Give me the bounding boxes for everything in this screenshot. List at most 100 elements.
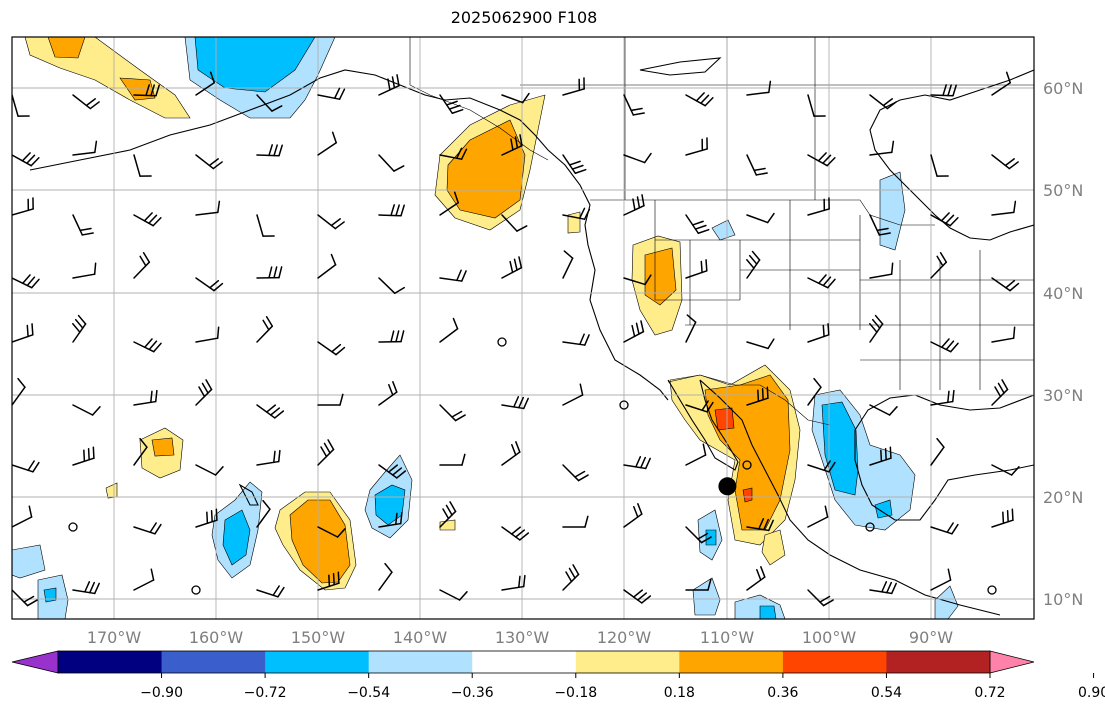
- wind-barb: [12, 589, 38, 607]
- colorbar-outline: [57, 650, 991, 674]
- wind-barb: [562, 250, 574, 279]
- wind-barb: [195, 154, 223, 170]
- wind-barb: [930, 84, 957, 97]
- wind-barb: [987, 585, 997, 595]
- x-tick-label: 160°W: [189, 628, 244, 647]
- wind-barb: [195, 277, 224, 292]
- colorbar-segment: [679, 651, 784, 673]
- wind-barb: [807, 274, 836, 289]
- y-tick-label: 30°N: [1043, 386, 1083, 405]
- x-tick-label: 150°W: [291, 628, 346, 647]
- wind-barb: [378, 277, 406, 295]
- wind-barb: [501, 441, 521, 466]
- wind-barb: [746, 154, 768, 176]
- contour-positive-small-2: [567, 211, 581, 234]
- wind-barb: [72, 262, 97, 279]
- wind-barb: [991, 154, 1019, 170]
- colorbar-segment: [886, 651, 991, 673]
- wind-barb: [623, 152, 652, 164]
- colorbar-tick-label: 0.72: [974, 685, 1005, 701]
- coastline-alaska-peninsula: [29, 69, 669, 401]
- x-tick-label: 110°W: [700, 628, 755, 647]
- colorbar-segment: [265, 651, 370, 673]
- wind-barb: [869, 404, 898, 416]
- colorbar-tick-label: −0.72: [244, 685, 287, 701]
- wind-barb: [807, 460, 836, 473]
- wind-barb: [72, 140, 98, 156]
- coastline-hudson-islands: [639, 57, 722, 76]
- colorbar-tick-label: 0.90: [1078, 685, 1105, 701]
- wind-barb: [439, 453, 466, 466]
- wind-barb: [685, 400, 714, 413]
- contour-positive-mexico-peak-2: [742, 487, 753, 503]
- x-tick-label: 100°W: [802, 628, 857, 647]
- wind-barb: [439, 269, 467, 282]
- wind-barb: [133, 568, 155, 591]
- wind-barb: [497, 337, 507, 347]
- wind-barb: [619, 400, 629, 410]
- wind-barb: [501, 256, 523, 279]
- wind-barb: [133, 522, 162, 535]
- wind-barb: [72, 314, 87, 343]
- colorbar-tick-label: −0.36: [451, 685, 494, 701]
- wind-barb: [807, 377, 822, 406]
- wind-barb: [869, 262, 894, 279]
- wind-barb: [685, 92, 714, 107]
- wind-barb: [439, 501, 457, 528]
- coastline-gulf: [854, 394, 1034, 521]
- wind-barb: [256, 449, 281, 466]
- wind-barb: [807, 94, 826, 117]
- contour-negative-north-core: [194, 37, 316, 93]
- wind-barbs: [12, 71, 1020, 607]
- coastline-hawaii: [238, 483, 259, 506]
- wind-barb: [746, 250, 761, 279]
- colorbar-segment: [575, 651, 680, 673]
- wind-barb: [685, 259, 708, 279]
- wind-barb: [807, 505, 829, 528]
- wind-barb: [195, 508, 218, 528]
- wind-barb: [562, 564, 580, 591]
- contour-negative-sw-2-core: [43, 587, 57, 603]
- wind-barb: [501, 134, 523, 156]
- wind-barb: [869, 446, 892, 466]
- wind-barb: [256, 214, 275, 237]
- wind-barb: [256, 266, 283, 279]
- wind-barb: [742, 460, 752, 470]
- wind-barb: [12, 94, 30, 117]
- wind-barb: [191, 585, 201, 595]
- wind-barb: [68, 522, 78, 532]
- wind-barb: [133, 437, 148, 466]
- colorbar-tick-label: −0.54: [347, 685, 390, 701]
- colorbar-segment: [472, 651, 577, 673]
- wind-barb: [623, 503, 643, 528]
- wind-barb: [991, 379, 1009, 406]
- map-contents: [12, 37, 1034, 619]
- wind-barb: [12, 377, 26, 406]
- wind-barb: [685, 314, 697, 343]
- wind-barb: [256, 499, 271, 528]
- wind-barb: [439, 404, 466, 422]
- wind-barb: [930, 437, 945, 466]
- wind-barb: [317, 214, 345, 230]
- contour-positive-sw-mex: [761, 529, 786, 566]
- wind-barb: [930, 212, 959, 227]
- y-tick-label: 60°N: [1043, 79, 1083, 98]
- wind-barb: [317, 341, 346, 356]
- wind-barb: [439, 147, 468, 160]
- wind-barb: [72, 404, 101, 416]
- wind-barb: [685, 578, 712, 591]
- wind-barb: [12, 197, 34, 216]
- wind-barb: [501, 214, 528, 232]
- border-alaska: [409, 37, 549, 161]
- colorbar-tick-label: −0.90: [140, 685, 183, 701]
- wind-barb: [133, 84, 160, 97]
- wind-barb: [378, 511, 403, 528]
- wind-barb: [562, 207, 591, 220]
- contour-positive-nw-core: [47, 37, 86, 59]
- contour-negative-south-2: [692, 577, 721, 616]
- wind-barb: [869, 314, 884, 343]
- wind-barb: [378, 330, 405, 343]
- colorbar-extend-low: [11, 650, 59, 674]
- wind-barb: [623, 194, 645, 216]
- contour-negative-gulf-core-2: [874, 499, 893, 519]
